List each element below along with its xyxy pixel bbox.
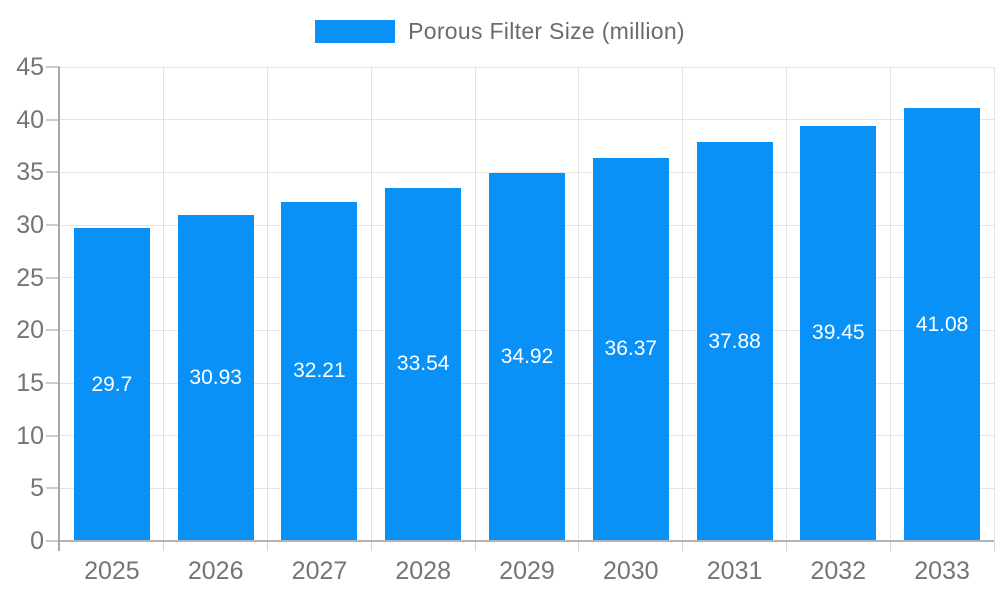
- x-gridline: [889, 67, 891, 541]
- x-tick-label: 2028: [395, 557, 451, 585]
- bar[interactable]: 32.21: [281, 201, 358, 541]
- bar-value-label: 32.21: [293, 359, 346, 383]
- x-tick: [578, 541, 580, 551]
- y-tick: [46, 487, 60, 490]
- x-tick-label: 2027: [291, 557, 348, 585]
- y-tick: [46, 434, 60, 437]
- bar-value-label: 29.7: [91, 372, 133, 396]
- x-gridline: [993, 67, 995, 541]
- x-tick: [163, 541, 165, 551]
- y-tick-label: 20: [16, 316, 44, 345]
- x-tick: [889, 541, 891, 551]
- y-axis-line: [58, 67, 60, 551]
- x-tick: [682, 541, 684, 551]
- bar-value-label: 39.45: [812, 321, 865, 345]
- y-tick-label: 35: [16, 158, 44, 187]
- y-tick-label: 5: [30, 474, 44, 503]
- x-tick: [474, 541, 476, 551]
- bar[interactable]: 36.37: [592, 157, 669, 541]
- x-tick: [785, 541, 787, 551]
- bar[interactable]: 41.08: [904, 108, 981, 541]
- y-tick-label: 15: [16, 369, 44, 397]
- bar[interactable]: 39.45: [800, 125, 877, 541]
- legend-swatch: [315, 19, 396, 43]
- x-tick-label: 2032: [810, 557, 867, 585]
- bar[interactable]: 29.7: [73, 228, 150, 541]
- bar[interactable]: 30.93: [177, 215, 254, 541]
- x-tick-label: 2033: [914, 557, 970, 585]
- y-tick-label: 25: [16, 263, 44, 292]
- chart-legend[interactable]: Porous Filter Size (million): [0, 16, 1000, 46]
- bar[interactable]: 34.92: [489, 173, 565, 541]
- y-tick: [46, 276, 60, 279]
- y-tick-label: 40: [16, 105, 44, 134]
- x-gridline: [682, 67, 684, 541]
- x-tick: [267, 541, 269, 551]
- y-tick: [46, 171, 60, 174]
- x-gridline: [578, 67, 580, 541]
- bar-value-label: 34.92: [500, 345, 554, 369]
- bar-value-label: 37.88: [708, 329, 761, 353]
- y-gridline: [60, 119, 994, 121]
- y-tick: [46, 540, 60, 542]
- x-tick-label: 2031: [706, 557, 763, 585]
- x-axis-line: [60, 540, 994, 542]
- x-tick-label: 2029: [499, 557, 555, 585]
- y-tick: [46, 382, 60, 384]
- y-tick-label: 30: [16, 211, 44, 239]
- bar[interactable]: 37.88: [696, 142, 773, 541]
- x-tick-label: 2025: [84, 557, 140, 585]
- y-tick-label: 0: [30, 527, 44, 555]
- y-gridline: [60, 171, 994, 173]
- y-tick-label: 45: [16, 53, 44, 81]
- y-tick: [46, 66, 60, 68]
- bar-value-label: 41.08: [915, 312, 969, 336]
- bar-value-label: 33.54: [396, 352, 450, 376]
- y-gridline: [60, 66, 994, 68]
- y-tick: [46, 224, 60, 226]
- x-gridline: [163, 67, 165, 541]
- bar-value-label: 36.37: [604, 337, 658, 361]
- y-tick-label: 10: [16, 421, 44, 450]
- x-tick-label: 2026: [187, 557, 244, 585]
- bar-value-label: 30.93: [189, 366, 242, 390]
- y-tick: [46, 118, 60, 121]
- x-gridline: [370, 67, 372, 541]
- x-gridline: [785, 67, 787, 541]
- x-tick-label: 2030: [602, 557, 659, 585]
- x-tick: [993, 541, 995, 551]
- y-tick: [46, 329, 60, 332]
- legend-label: Porous Filter Size (million): [408, 17, 685, 44]
- x-gridline: [267, 67, 269, 541]
- x-tick: [370, 541, 372, 551]
- bar[interactable]: 33.54: [385, 187, 462, 541]
- x-gridline: [474, 67, 476, 541]
